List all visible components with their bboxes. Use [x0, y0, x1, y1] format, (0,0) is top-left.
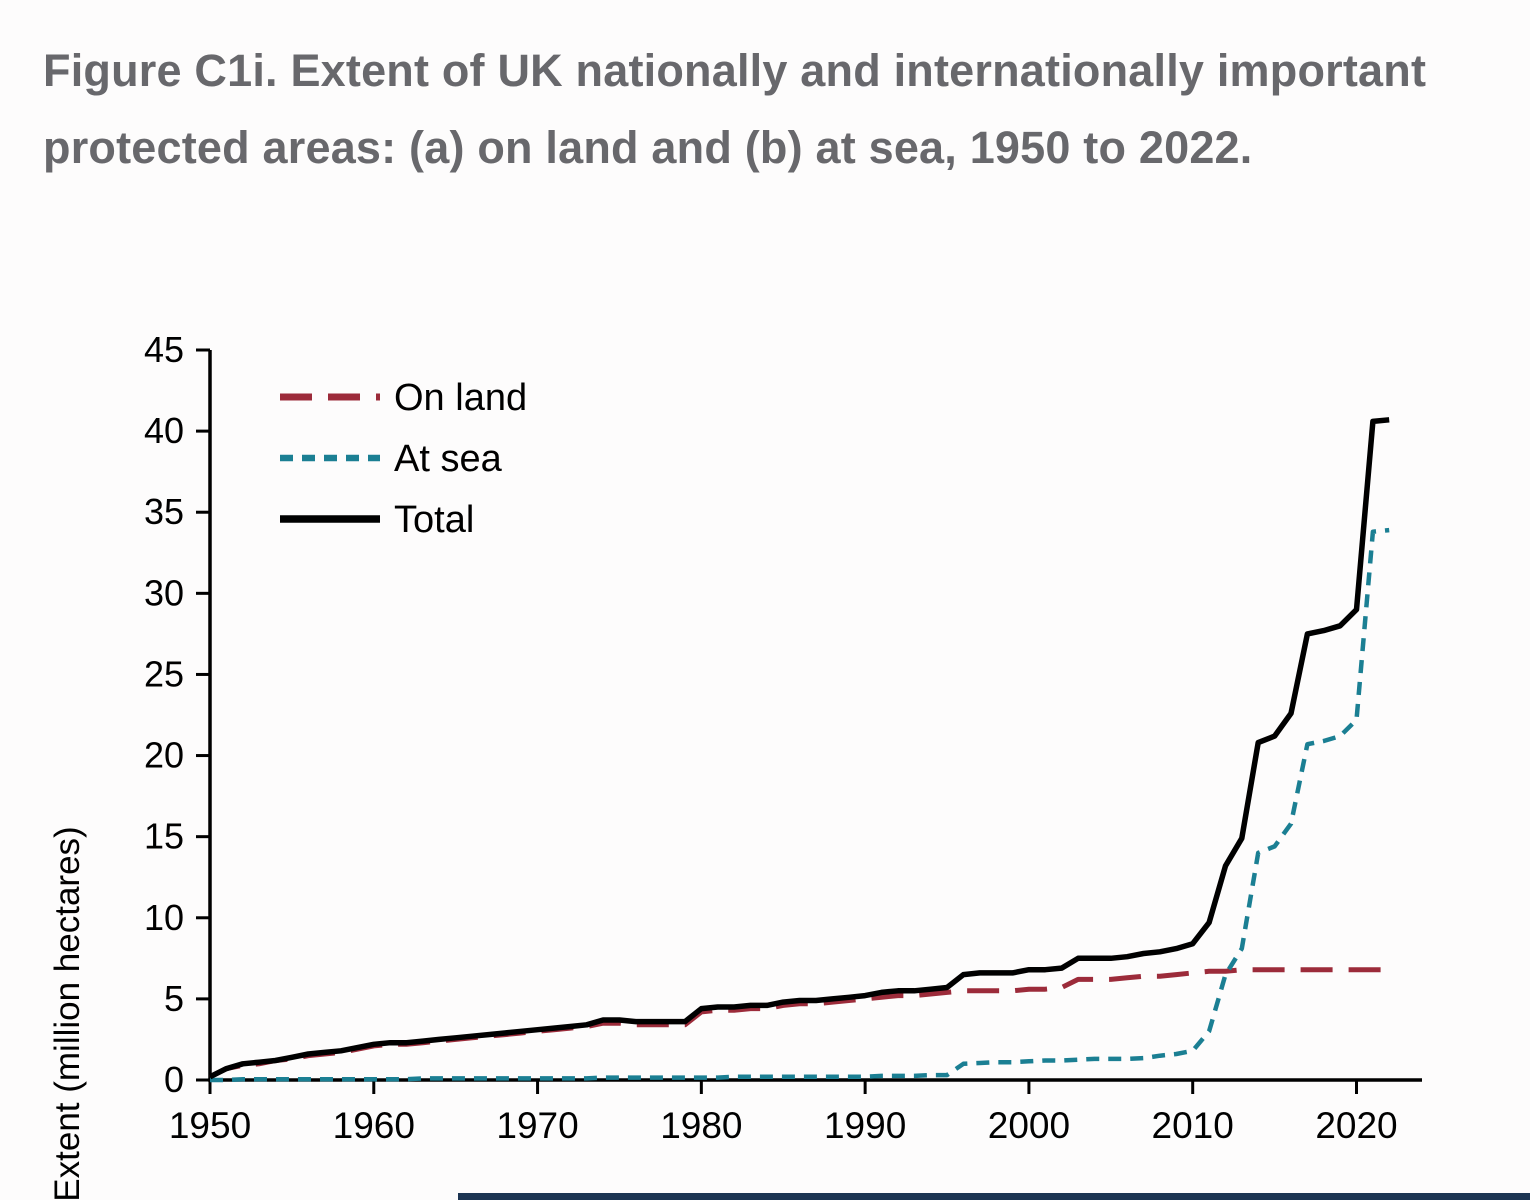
- y-tick-label: 15: [144, 816, 184, 857]
- y-tick-label: 10: [144, 897, 184, 938]
- x-tick-label: 1950: [169, 1105, 251, 1146]
- legend-label-at-sea: At sea: [394, 438, 503, 480]
- y-tick-label: 20: [144, 735, 184, 776]
- x-tick-label: 1990: [824, 1105, 906, 1146]
- series-total: [208, 417, 1390, 1080]
- y-tick-label: 25: [144, 653, 184, 694]
- bottom-accent-bar: [458, 1193, 1530, 1200]
- y-tick-label: 5: [164, 978, 184, 1019]
- chart-container: Extent (million hectares) 0 5 10 15 20 25 30 35…: [0, 282, 1530, 1200]
- legend-label-total: Total: [394, 499, 474, 541]
- x-tick-label: 2010: [1152, 1105, 1234, 1146]
- x-tick-label: 1970: [496, 1105, 578, 1146]
- y-axis-label: Extent (million hectares): [48, 826, 87, 1200]
- x-tick-label: 1960: [333, 1105, 415, 1146]
- series-at-sea: [210, 527, 1390, 1083]
- line-chart: 0 5 10 15 20 25 30 35 40 45 1950 1960 1970 1980 1990 20…: [144, 329, 1422, 1146]
- y-tick-label: 30: [144, 572, 184, 613]
- y-tick-label: 40: [144, 410, 184, 451]
- y-tick-label: 35: [144, 491, 184, 532]
- y-tick-label: 45: [144, 329, 184, 370]
- x-tick-label: 2020: [1315, 1105, 1397, 1146]
- x-tick-label: 1980: [660, 1105, 742, 1146]
- y-tick-label: 0: [164, 1059, 184, 1100]
- figure-title: Figure C1i. Extent of UK nationally and …: [43, 45, 1427, 174]
- x-tick-label: 2000: [988, 1105, 1070, 1146]
- legend-label-on-land: On land: [394, 377, 527, 419]
